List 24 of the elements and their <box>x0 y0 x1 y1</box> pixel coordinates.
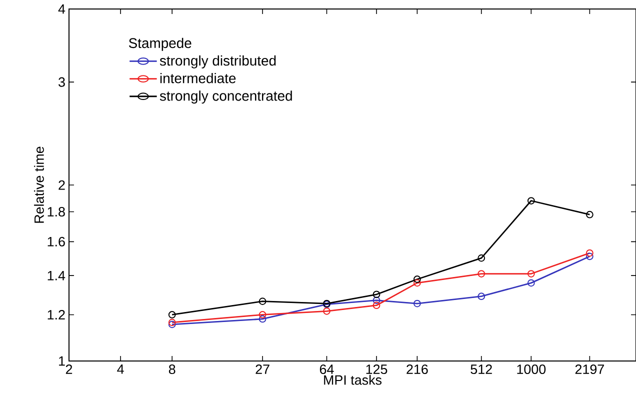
x-tick-label: 2197 <box>575 364 604 374</box>
x-tick-label: 125 <box>366 364 388 374</box>
y-tick-label: 1.6 <box>48 236 65 246</box>
legend-label: strongly distributed <box>160 55 276 68</box>
x-tick-label: 216 <box>406 364 428 374</box>
legend-title: Stampede <box>128 38 192 51</box>
x-axis-title: MPI tasks <box>324 374 382 385</box>
y-tick-label: 1.2 <box>48 310 65 320</box>
x-tick-label: 4 <box>117 364 124 374</box>
legend-label: intermediate <box>160 72 236 84</box>
x-tick-label: 2 <box>66 364 72 374</box>
x-tick-label: 64 <box>320 364 334 374</box>
y-tick-label: 2 <box>58 180 65 190</box>
x-tick-label: 512 <box>470 364 492 374</box>
x-tick-label: 27 <box>256 364 270 374</box>
y-tick-label: 1 <box>59 356 65 366</box>
y-tick-label: 1.4 <box>48 270 66 280</box>
x-tick-label: 1000 <box>517 364 546 374</box>
y-tick-label: 1.8 <box>48 207 65 217</box>
y-tick-label: 4 <box>58 4 66 14</box>
x-tick-label: 8 <box>168 364 176 374</box>
y-tick-label: 3 <box>58 77 65 87</box>
y-axis-title: Relative time <box>34 146 44 223</box>
legend-label: strongly concentrated <box>160 90 292 104</box>
